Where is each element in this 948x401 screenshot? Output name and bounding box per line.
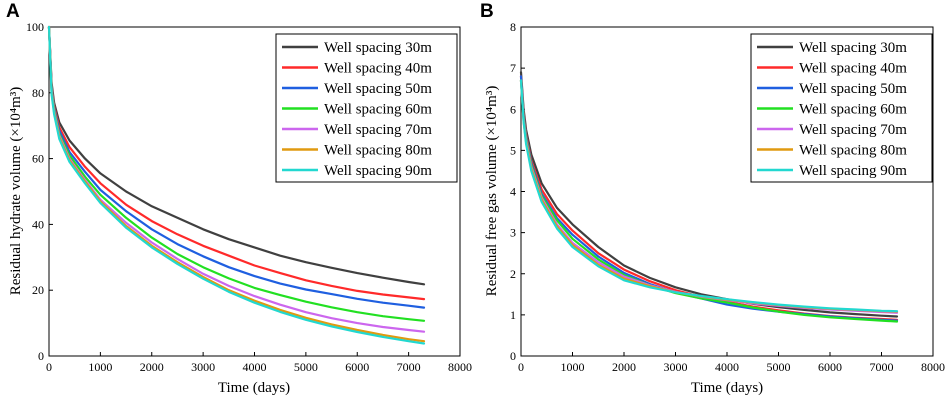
panel-b: B 0 1000 2000 3000 4000 5000 6000 7000 8000 0 1 2 3 4…	[480, 1, 945, 396]
y-tick-label-a: 40	[32, 217, 44, 231]
y-tick-label-b: 5	[510, 143, 516, 157]
series-line-b-1	[519, 71, 899, 318]
legend-label-b-6: Well spacing 80m	[799, 143, 907, 159]
y-tick-label-b: 8	[510, 20, 516, 34]
y-tick-label-a: 80	[32, 86, 44, 100]
legend-label-a-5: Well spacing 70m	[324, 122, 432, 138]
legend-label-b-1: Well spacing 30m	[799, 40, 907, 56]
x-tick-label-a: 2000	[140, 360, 164, 374]
legend-label-b-2: Well spacing 40m	[799, 61, 907, 77]
y-tick-label-b: 2	[510, 267, 516, 281]
ticks-a: 0 1000 2000 3000 4000 5000 6000 7000 8000 0 20 40 60…	[26, 20, 472, 374]
x-tick-label-a: 0	[46, 360, 52, 374]
y-axis-label-b: Residual free gas volume (×10⁴m³)	[484, 86, 500, 297]
x-tick-label-a: 1000	[88, 360, 112, 374]
legend-label-a-2: Well spacing 40m	[324, 61, 432, 77]
panel-label-a: A	[6, 1, 20, 22]
y-tick-label-a: 20	[32, 283, 44, 297]
x-tick-label-b: 5000	[767, 360, 791, 374]
x-tick-label-b: 0	[518, 360, 524, 374]
y-tick-label-a: 0	[38, 349, 44, 363]
y-axis-label-a: Residual hydrate volume (×10⁴m³)	[8, 87, 24, 296]
x-axis-label-a: Time (days)	[218, 380, 290, 396]
x-axis-label-b: Time (days)	[691, 380, 763, 396]
series-a	[47, 25, 426, 345]
legend-b: Well spacing 30m Well spacing 40m Well spa…	[750, 33, 933, 183]
y-tick-label-b: 1	[510, 308, 516, 322]
legend-label-a-3: Well spacing 50m	[324, 81, 432, 97]
legend-a: Well spacing 30m Well spacing 40m Well spa…	[275, 33, 458, 183]
legend-label-b-7: Well spacing 90m	[799, 163, 907, 179]
legend-label-b-3: Well spacing 50m	[799, 81, 907, 97]
x-tick-label-b: 8000	[921, 360, 945, 374]
y-tick-label-b: 6	[510, 102, 516, 116]
x-tick-label-a: 8000	[448, 360, 472, 374]
y-tick-label-b: 4	[510, 185, 516, 199]
x-tick-label-b: 2000	[612, 360, 636, 374]
legend-label-b-4: Well spacing 60m	[799, 102, 907, 118]
series-line-a-7	[47, 25, 426, 345]
x-tick-label-a: 7000	[397, 360, 421, 374]
x-tick-label-b: 6000	[818, 360, 842, 374]
series-line-a-1	[47, 25, 426, 286]
x-tick-label-a: 6000	[345, 360, 369, 374]
y-tick-label-b: 7	[510, 61, 516, 75]
legend-label-a-1: Well spacing 30m	[324, 40, 432, 56]
panel-label-b: B	[480, 1, 494, 22]
x-tick-label-b: 1000	[561, 360, 585, 374]
legend-label-a-7: Well spacing 90m	[324, 163, 432, 179]
x-tick-label-a: 4000	[243, 360, 267, 374]
series-line-b-7	[519, 79, 899, 313]
y-tick-label-b: 0	[510, 349, 516, 363]
series-b	[519, 71, 899, 323]
y-tick-label-a: 60	[32, 152, 44, 166]
legend-label-a-6: Well spacing 80m	[324, 143, 432, 159]
x-tick-label-b: 7000	[870, 360, 894, 374]
ticks-b: 0 1000 2000 3000 4000 5000 6000 7000 8000 0 1 2 3 4 5 6…	[510, 20, 945, 374]
x-tick-label-b: 3000	[664, 360, 688, 374]
x-tick-label-a: 5000	[294, 360, 318, 374]
legend-label-a-4: Well spacing 60m	[324, 102, 432, 118]
x-tick-label-a: 3000	[191, 360, 215, 374]
panel-a: A 0 1000 2000 3000 4000 5000 6000 7000 8000 0 20 40…	[6, 1, 472, 396]
x-tick-label-b: 4000	[715, 360, 739, 374]
legend-label-b-5: Well spacing 70m	[799, 122, 907, 138]
y-tick-label-a: 100	[26, 20, 44, 34]
y-tick-label-b: 3	[510, 226, 516, 240]
series-line-a-2	[47, 25, 426, 301]
series-line-a-3	[47, 25, 426, 309]
